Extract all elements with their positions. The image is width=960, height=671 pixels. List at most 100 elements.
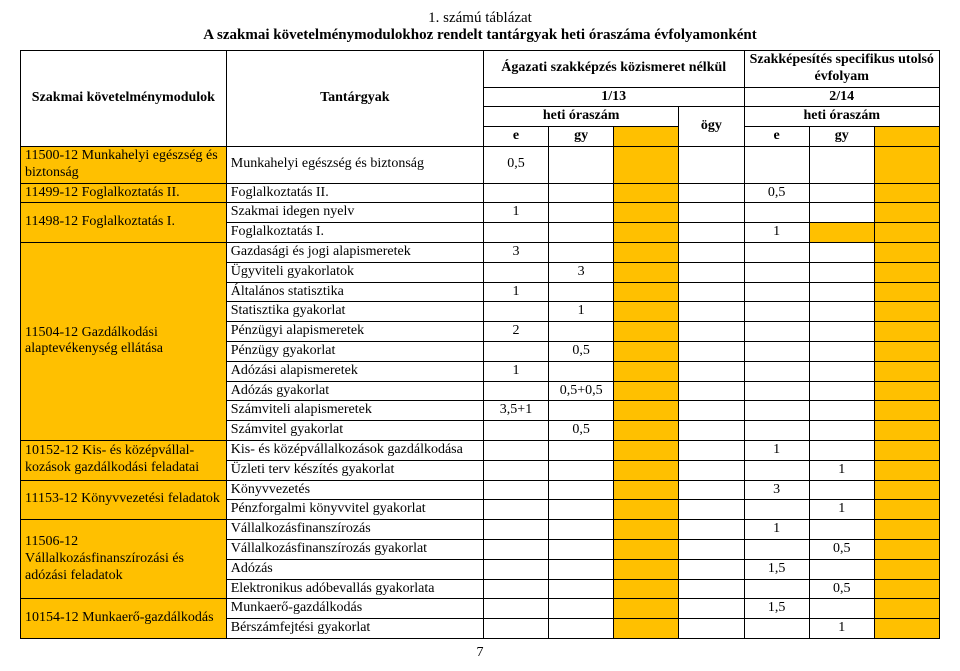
- value-cell: [809, 381, 874, 401]
- value-cell: [874, 480, 939, 500]
- value-cell: [614, 146, 679, 183]
- value-cell: [614, 302, 679, 322]
- value-cell: [679, 599, 744, 619]
- value-cell: [874, 520, 939, 540]
- value-cell: [809, 223, 874, 243]
- value-cell: [549, 401, 614, 421]
- value-cell: [614, 223, 679, 243]
- value-cell: [549, 361, 614, 381]
- value-cell: [549, 146, 614, 183]
- subject-cell: Adózási alapismeretek: [226, 361, 483, 381]
- module-cell: 11153-12 Könyvvezetési feladatok: [21, 480, 227, 520]
- value-cell: [483, 619, 548, 639]
- value-cell: [809, 480, 874, 500]
- subject-cell: Pénzügy gyakorlat: [226, 341, 483, 361]
- value-cell: [614, 460, 679, 480]
- subject-cell: Adózás gyakorlat: [226, 381, 483, 401]
- value-cell: [809, 520, 874, 540]
- value-cell: [483, 480, 548, 500]
- value-cell: [744, 322, 809, 342]
- value-cell: [809, 322, 874, 342]
- curriculum-table: Szakmai követelménymodulok Tantárgyak Ág…: [20, 50, 940, 639]
- value-cell: [614, 282, 679, 302]
- value-cell: [809, 401, 874, 421]
- module-cell: 11499-12 Foglalkoztatás II.: [21, 183, 227, 203]
- value-cell: 1: [744, 520, 809, 540]
- value-cell: [549, 223, 614, 243]
- value-cell: 1: [483, 203, 548, 223]
- value-cell: [483, 520, 548, 540]
- subject-cell: Elektronikus adóbevallás gyakorlata: [226, 579, 483, 599]
- value-cell: [874, 146, 939, 183]
- value-cell: [744, 302, 809, 322]
- value-cell: [614, 539, 679, 559]
- value-cell: [549, 282, 614, 302]
- module-cell: 11506-12 Vállalkozásfinanszírozási és ad…: [21, 520, 227, 599]
- value-cell: [679, 460, 744, 480]
- value-cell: [549, 559, 614, 579]
- value-cell: [874, 460, 939, 480]
- hdr-blank2: [874, 127, 939, 147]
- value-cell: [614, 440, 679, 460]
- value-cell: [874, 242, 939, 262]
- subject-cell: Gazdasági és jogi alapismeretek: [226, 242, 483, 262]
- value-cell: [549, 500, 614, 520]
- value-cell: [744, 341, 809, 361]
- value-cell: [874, 599, 939, 619]
- module-cell: 11504-12 Gazdálkodási alaptevékenység el…: [21, 242, 227, 440]
- module-cell: 10154-12 Munkaerő-gazdálkodás: [21, 599, 227, 639]
- subject-cell: Kis- és középvállalkozások gazdálkodása: [226, 440, 483, 460]
- value-cell: [549, 619, 614, 639]
- hdr-blank1: [614, 127, 679, 147]
- value-cell: [679, 302, 744, 322]
- table-row: 11500-12 Munkahelyi egészség és biztonsá…: [21, 146, 940, 183]
- value-cell: [483, 579, 548, 599]
- value-cell: [549, 460, 614, 480]
- value-cell: 3,5+1: [483, 401, 548, 421]
- value-cell: 2: [483, 322, 548, 342]
- value-cell: [549, 520, 614, 540]
- value-cell: [874, 203, 939, 223]
- value-cell: [549, 322, 614, 342]
- value-cell: 1: [483, 282, 548, 302]
- value-cell: [809, 242, 874, 262]
- value-cell: [809, 302, 874, 322]
- subject-cell: Üzleti terv készítés gyakorlat: [226, 460, 483, 480]
- value-cell: [679, 242, 744, 262]
- subject-cell: Általános statisztika: [226, 282, 483, 302]
- subject-cell: Könyvvezetés: [226, 480, 483, 500]
- table-row: 11504-12 Gazdálkodási alaptevékenység el…: [21, 242, 940, 262]
- subject-cell: Vállalkozásfinanszírozás gyakorlat: [226, 539, 483, 559]
- module-cell: 10152-12 Kis- és középvállal-kozások gaz…: [21, 440, 227, 480]
- value-cell: [679, 203, 744, 223]
- value-cell: [744, 460, 809, 480]
- subject-cell: Szakmai idegen nyelv: [226, 203, 483, 223]
- value-cell: [549, 183, 614, 203]
- value-cell: [679, 559, 744, 579]
- hdr-gy1: gy: [549, 127, 614, 147]
- value-cell: [679, 539, 744, 559]
- value-cell: 1,5: [744, 559, 809, 579]
- hdr-tantargyak: Tantárgyak: [226, 51, 483, 147]
- value-cell: [809, 421, 874, 441]
- value-cell: [679, 262, 744, 282]
- value-cell: 3: [744, 480, 809, 500]
- value-cell: [679, 520, 744, 540]
- value-cell: [549, 440, 614, 460]
- value-cell: [614, 262, 679, 282]
- value-cell: [679, 619, 744, 639]
- value-cell: [483, 500, 548, 520]
- subject-cell: Vállalkozásfinanszírozás: [226, 520, 483, 540]
- value-cell: [874, 421, 939, 441]
- value-cell: [483, 223, 548, 243]
- value-cell: [744, 381, 809, 401]
- value-cell: [874, 361, 939, 381]
- table-row: 11153-12 Könyvvezetési feladatokKönyvvez…: [21, 480, 940, 500]
- hdr-e2: e: [744, 127, 809, 147]
- value-cell: 1: [549, 302, 614, 322]
- value-cell: [614, 242, 679, 262]
- value-cell: [744, 579, 809, 599]
- value-cell: [679, 282, 744, 302]
- value-cell: [744, 500, 809, 520]
- hdr-specifikus: Szakképesítés specifikus utolsó évfolyam: [744, 51, 940, 88]
